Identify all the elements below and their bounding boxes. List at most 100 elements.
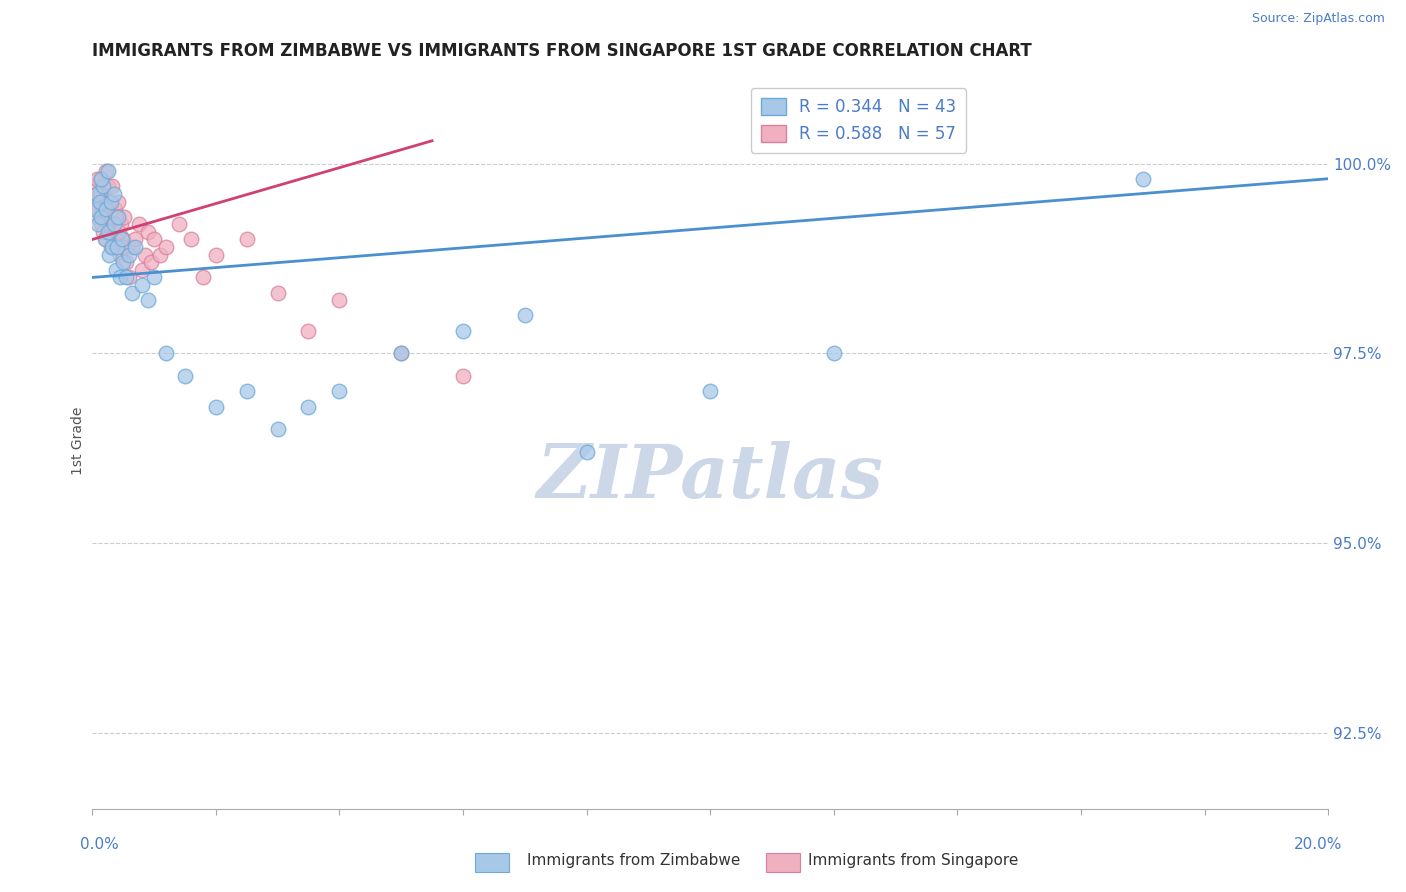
Point bbox=[111, 240, 134, 254]
Point bbox=[297, 400, 319, 414]
Point bbox=[131, 263, 153, 277]
Point bbox=[90, 171, 112, 186]
Point bbox=[84, 202, 107, 216]
Point bbox=[86, 171, 108, 186]
Point bbox=[103, 217, 125, 231]
Point bbox=[98, 194, 121, 209]
Text: 0.0%: 0.0% bbox=[80, 838, 120, 852]
Point bbox=[121, 285, 143, 300]
Point bbox=[108, 248, 131, 262]
Point bbox=[111, 232, 134, 246]
Point bbox=[103, 186, 125, 201]
Point bbox=[91, 179, 114, 194]
Point bbox=[90, 194, 112, 209]
Point bbox=[136, 293, 159, 308]
Point bbox=[451, 369, 474, 384]
Point bbox=[89, 186, 111, 201]
Point bbox=[108, 270, 131, 285]
Text: 20.0%: 20.0% bbox=[1295, 838, 1343, 852]
Point bbox=[513, 309, 536, 323]
Text: ZIPatlas: ZIPatlas bbox=[537, 442, 883, 514]
Point bbox=[97, 225, 120, 239]
Point bbox=[112, 232, 135, 246]
Point bbox=[131, 278, 153, 293]
Point bbox=[167, 217, 190, 231]
Point bbox=[575, 445, 598, 459]
Point bbox=[93, 210, 115, 224]
Point bbox=[134, 248, 156, 262]
Point bbox=[173, 369, 195, 384]
Point bbox=[115, 270, 138, 285]
Point bbox=[90, 210, 112, 224]
Point bbox=[97, 217, 120, 231]
Point bbox=[91, 225, 114, 239]
Point bbox=[204, 400, 226, 414]
Point bbox=[155, 240, 177, 254]
Point bbox=[105, 240, 128, 254]
Point bbox=[118, 270, 141, 285]
Point bbox=[136, 225, 159, 239]
Point bbox=[89, 171, 111, 186]
Point bbox=[204, 248, 226, 262]
Point bbox=[149, 248, 172, 262]
Point bbox=[112, 210, 135, 224]
Point bbox=[121, 240, 143, 254]
Point bbox=[103, 232, 125, 246]
Point bbox=[451, 324, 474, 338]
Point bbox=[104, 202, 127, 216]
Point bbox=[89, 194, 111, 209]
Point bbox=[97, 164, 120, 178]
Point bbox=[104, 210, 127, 224]
Point bbox=[823, 346, 845, 360]
Legend: R = 0.344   N = 43, R = 0.588   N = 57: R = 0.344 N = 43, R = 0.588 N = 57 bbox=[751, 88, 966, 153]
Y-axis label: 1st Grade: 1st Grade bbox=[72, 407, 86, 475]
Point bbox=[98, 194, 121, 209]
Point bbox=[91, 202, 114, 216]
Point bbox=[128, 217, 150, 231]
Point bbox=[112, 255, 135, 269]
Point bbox=[94, 232, 117, 246]
Point bbox=[124, 232, 146, 246]
Point bbox=[90, 217, 112, 231]
Point bbox=[107, 194, 129, 209]
Point bbox=[84, 179, 107, 194]
Point bbox=[105, 225, 128, 239]
Point bbox=[389, 346, 412, 360]
Text: Source: ZipAtlas.com: Source: ZipAtlas.com bbox=[1251, 12, 1385, 25]
Point bbox=[118, 248, 141, 262]
Point bbox=[193, 270, 215, 285]
Point bbox=[180, 232, 202, 246]
Point bbox=[101, 240, 124, 254]
Point bbox=[266, 422, 288, 436]
Point bbox=[94, 164, 117, 178]
Point bbox=[155, 346, 177, 360]
Point bbox=[98, 248, 121, 262]
Point bbox=[297, 324, 319, 338]
Point bbox=[101, 210, 124, 224]
Point bbox=[115, 255, 138, 269]
Point bbox=[266, 285, 288, 300]
Point bbox=[328, 384, 350, 399]
Point bbox=[235, 232, 257, 246]
Point bbox=[91, 186, 114, 201]
Text: IMMIGRANTS FROM ZIMBABWE VS IMMIGRANTS FROM SINGAPORE 1ST GRADE CORRELATION CHAR: IMMIGRANTS FROM ZIMBABWE VS IMMIGRANTS F… bbox=[93, 42, 1032, 60]
Point bbox=[104, 263, 127, 277]
Point bbox=[110, 217, 132, 231]
Point bbox=[1132, 171, 1154, 186]
Point bbox=[87, 202, 110, 216]
Point bbox=[107, 225, 129, 239]
Point bbox=[143, 270, 166, 285]
Point bbox=[86, 186, 108, 201]
Point bbox=[235, 384, 257, 399]
Point bbox=[100, 194, 122, 209]
Point bbox=[124, 240, 146, 254]
Point bbox=[139, 255, 162, 269]
Point bbox=[86, 210, 108, 224]
Point bbox=[83, 194, 105, 209]
Point bbox=[389, 346, 412, 360]
Point bbox=[93, 232, 115, 246]
Point bbox=[699, 384, 721, 399]
Point bbox=[96, 202, 118, 216]
Text: Immigrants from Zimbabwe: Immigrants from Zimbabwe bbox=[527, 854, 741, 868]
Point bbox=[101, 179, 124, 194]
